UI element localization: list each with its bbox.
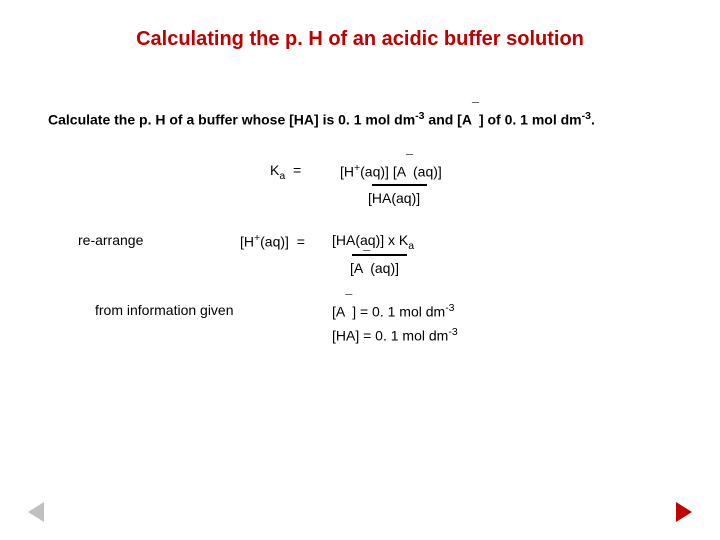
eq2-ka: a	[408, 240, 414, 252]
eq1-num-c: (aq)]	[413, 164, 442, 180]
slide-title: Calculating the p. H of an acidic buffer…	[0, 28, 720, 51]
eq2-den-b: (aq)]	[370, 260, 399, 276]
eq1-denominator: [HA(aq)]	[368, 190, 420, 206]
eq2-num-a: [HA(aq)] x K	[332, 232, 408, 248]
problem-neg: ¯	[472, 101, 479, 115]
eq1-numerator: [H+(aq)] [A¯(aq)]	[340, 162, 442, 180]
problem-exp1: -3	[415, 110, 424, 122]
slide: Calculating the p. H of an acidic buffer…	[0, 0, 720, 540]
info1-exp: -3	[445, 302, 454, 314]
eq1-lhs: Ka =	[270, 162, 301, 182]
info2-exp: -3	[448, 326, 457, 338]
info-line-1: [A¯] = 0. 1 mol dm-3	[332, 302, 455, 320]
eq2-lhs-a: [H	[240, 234, 254, 250]
problem-statement: Calculate the p. H of a buffer whose [HA…	[48, 110, 595, 128]
eq2-lhs-b: (aq)]	[260, 234, 289, 250]
eq1-den: [HA(aq)]	[368, 190, 420, 206]
eq2-fracbar	[352, 254, 407, 256]
eq1-num-a: [H	[340, 164, 354, 180]
problem-p4: .	[591, 112, 595, 128]
info-label: from information given	[95, 302, 234, 318]
eq2-den-a: [A	[350, 260, 363, 276]
eq2-denominator: [A¯(aq)]	[350, 260, 399, 276]
eq2-numerator: [HA(aq)] x Ka	[332, 232, 414, 252]
eq1-neg: ¯	[406, 153, 413, 167]
rearrange-label: re-arrange	[78, 232, 143, 248]
nav-next-icon[interactable]	[676, 502, 692, 522]
eq2-eq: =	[289, 234, 305, 250]
eq2-den-neg: ¯	[363, 249, 370, 263]
info1-a: [A	[332, 304, 345, 320]
problem-p1: Calculate the p. H of a buffer whose [HA…	[48, 112, 415, 128]
problem-p2: and [A	[425, 112, 472, 128]
nav-prev-icon[interactable]	[28, 502, 44, 522]
problem-p3: ] of 0. 1 mol dm	[479, 112, 582, 128]
problem-exp2: -3	[582, 110, 591, 122]
eq1-K: K	[270, 162, 279, 178]
eq1-fracbar	[372, 184, 427, 186]
info-line-2: [HA] = 0. 1 mol dm-3	[332, 326, 458, 344]
info1-b: ] = 0. 1 mol dm	[352, 304, 445, 320]
info2-a: [HA] = 0. 1 mol dm	[332, 328, 448, 344]
eq2-lhs: [H+(aq)] =	[240, 232, 305, 250]
eq1-eq: =	[285, 162, 301, 178]
eq1-num-b: (aq)] [A	[360, 164, 406, 180]
info1-neg: ¯	[345, 293, 352, 307]
